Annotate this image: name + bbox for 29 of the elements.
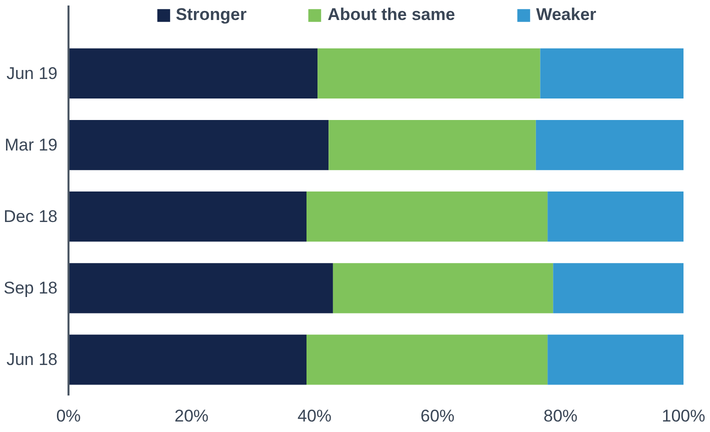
bar [68,334,307,385]
y-tick-label: Jun 19 [6,64,58,83]
legend-label: Stronger [176,5,247,25]
x-tick-label: 60% [420,406,455,426]
bar [306,334,548,385]
bar [318,48,540,99]
legend-label: Weaker [536,5,596,25]
y-tick-label: Mar 19 [4,136,58,155]
y-tick-label: Sep 18 [4,278,58,298]
y-tick-label: Jun 18 [6,350,58,370]
bar [68,192,307,242]
bar [536,120,684,170]
y-tick-label: Dec 18 [4,207,58,226]
bar [68,263,333,314]
x-tick-label: 100% [662,406,706,426]
legend-label: About the same [328,5,456,25]
bar [306,192,548,242]
x-tick-label: 20% [174,406,209,426]
x-tick-label: 80% [543,406,578,426]
bar [68,120,329,170]
bar [332,263,554,314]
x-tick-label: 0% [56,406,81,426]
bar [548,334,684,385]
x-tick-label: 40% [297,406,332,426]
bar [328,120,536,170]
bar [540,48,684,99]
bar [548,192,684,242]
bar [553,263,684,314]
bar [68,48,318,99]
